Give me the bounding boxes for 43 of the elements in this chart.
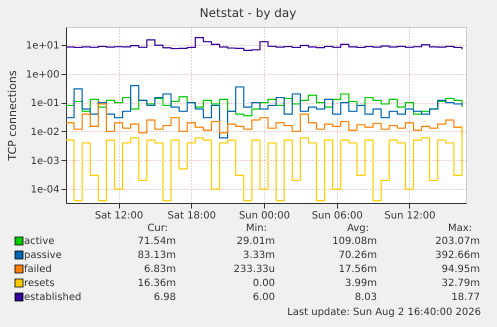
x-tick-label: Sat 12:00 [94,210,144,222]
legend-label: established [24,292,82,303]
text: 16.36m [138,278,176,289]
x-tick-label: Sun 12:00 [384,210,436,222]
legend-label: failed [24,264,52,275]
text: 3.33m [242,250,275,261]
chart-title: Netstat - by day [200,6,296,20]
text: 6.83m [144,264,176,275]
y-tick-label: 1e-03 [30,156,60,167]
text: Min: [246,223,267,234]
text: 0.00 [252,278,275,289]
y-tick-label: 1e-02 [30,126,60,138]
legend-label: passive [24,250,62,261]
text: 29.01m [236,236,275,247]
text: Avg: [347,223,369,234]
text: Max: [448,223,472,234]
text: 32.79m [442,278,480,289]
text: 392.66m [435,250,480,261]
y-axis-title: TCP connections [6,70,19,162]
text: Cur: [147,223,168,234]
text: 18.77 [451,292,480,303]
text: 6.98 [154,292,176,303]
text: 70.26m [338,250,377,261]
text: 203.07m [435,236,480,247]
text: 6.00 [252,292,275,303]
text: 109.08m [332,236,377,247]
x-tick-label: Sun 06:00 [312,210,363,222]
y-tick-label: 1e+00 [26,69,60,80]
text: 83.13m [138,250,176,261]
x-tick-label: Sun 00:00 [238,210,290,222]
text: 8.03 [354,292,377,303]
y-tick-label: 1e-01 [30,98,60,110]
text: 3.99m [344,278,377,289]
text: 233.33u [234,264,275,275]
text: Last update: Sun Aug 2 16:40:00 2026 [287,307,481,318]
y-tick-label: 1e-04 [30,184,60,196]
legend-label: resets [24,278,55,289]
text: 71.54m [138,236,176,247]
text: 94.95m [442,264,480,275]
text: 17.56m [338,264,377,275]
x-tick-label: Sat 18:00 [168,210,216,222]
y-tick-label: 1e+01 [26,40,60,52]
legend-label: active [24,236,54,247]
